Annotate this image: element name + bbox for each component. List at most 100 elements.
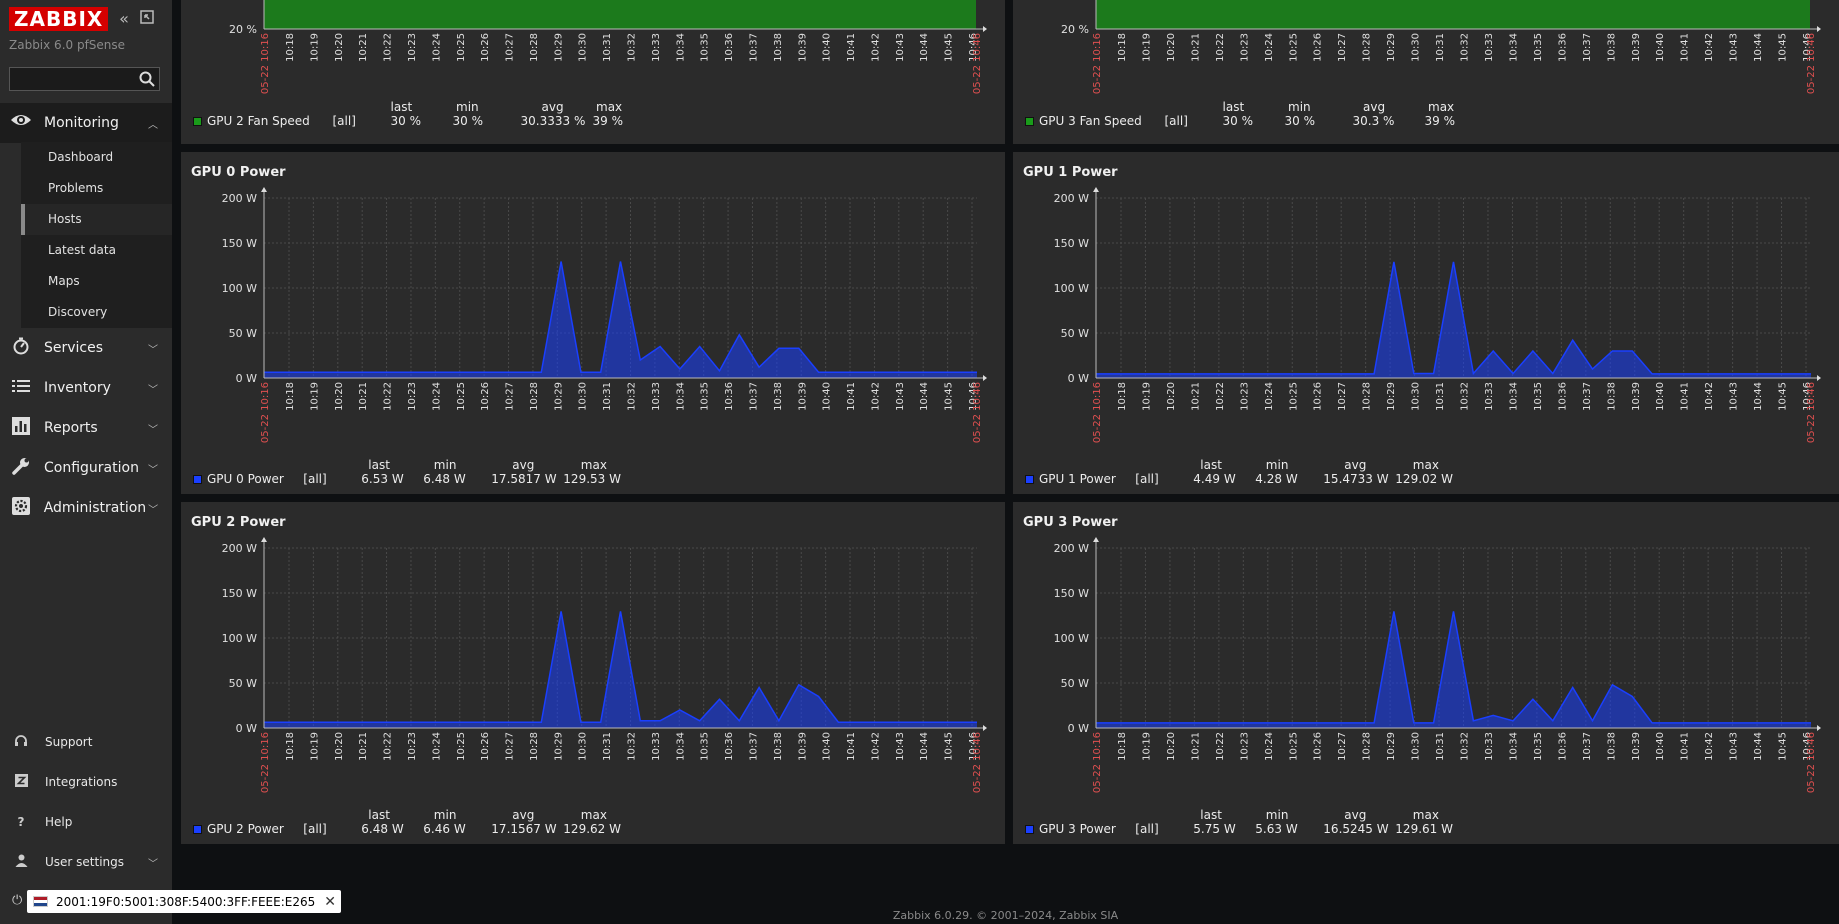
legend-last: 6.48 W — [361, 822, 404, 836]
x-tick-label: 10:25 — [1288, 732, 1299, 761]
x-tick-label: 10:46 — [1802, 382, 1813, 411]
menu-services[interactable]: Services ﹀ — [0, 328, 172, 368]
x-tick-label: 10:41 — [846, 732, 857, 761]
menu-label: Administration — [43, 500, 147, 516]
submenu-hosts[interactable]: Hosts — [21, 204, 172, 235]
x-tick-label: 10:32 — [627, 382, 638, 411]
x-tick-label: 10:45 — [1778, 382, 1789, 411]
x-tick-label: 10:25 — [456, 33, 467, 62]
x-tick-label: 10:26 — [480, 382, 491, 411]
x-tick-label: 10:41 — [1680, 33, 1691, 62]
x-tick-label: 10:19 — [1141, 732, 1152, 761]
legend-max: 39 % — [1424, 114, 1456, 128]
x-tick-label: 10:25 — [456, 382, 467, 411]
widget-title: GPU 1 Power — [1023, 165, 1118, 180]
eye-icon — [10, 112, 32, 134]
search-box — [9, 67, 160, 91]
graph-canvas[interactable]: 200 W 150 W 100 W 50 W 0 W05-22 10:16 10:18 10… — [181, 502, 1005, 844]
legend-header-max: max — [1412, 458, 1439, 472]
x-tick-label: 10:36 — [724, 382, 735, 411]
x-tick-label: 10:36 — [724, 732, 735, 761]
footer: Zabbix 6.0.29. © 2001–2024, Zabbix SIA — [892, 909, 1119, 922]
menu-support[interactable]: Support — [0, 722, 172, 762]
x-tick-label: 10:40 — [822, 732, 833, 761]
graph-canvas[interactable]: 200 W 150 W 100 W 50 W 0 W05-22 10:16 10:18 10… — [1013, 152, 1839, 494]
legend-header-max: max — [1428, 100, 1455, 114]
y-tick-label: 50 W — [1061, 327, 1089, 340]
submenu-discovery[interactable]: Discovery — [48, 305, 108, 319]
search-input[interactable] — [10, 68, 135, 90]
submenu-dashboard[interactable]: Dashboard — [48, 150, 114, 164]
legend-max: 129.02 W — [1395, 472, 1453, 486]
x-axis-arrow — [1817, 725, 1821, 731]
menu-user-settings[interactable]: User settings ﹀ — [0, 842, 172, 882]
legend-item: GPU 3 Power — [1025, 822, 1116, 836]
x-tick-label: 10:34 — [675, 732, 686, 761]
x-tick-label: 10:19 — [1141, 382, 1152, 411]
x-tick-label: 10:46 — [968, 382, 979, 411]
x-tick-label: 10:28 — [529, 382, 540, 411]
submenu-maps[interactable]: Maps — [48, 274, 80, 288]
submenu-latest-data[interactable]: Latest data — [48, 243, 116, 257]
legend-swatch — [193, 475, 202, 484]
x-tick-label: 10:24 — [1264, 33, 1275, 62]
graph-canvas[interactable]: 200 W 150 W 100 W 50 W 0 W05-22 10:16 10:18 10… — [181, 152, 1005, 494]
x-start-label: 05-22 10:16 — [1092, 33, 1103, 94]
collapse-sidebar-icon[interactable]: « — [119, 9, 129, 28]
series-line — [1096, 261, 1811, 376]
menu-inventory[interactable]: Inventory ﹀ — [0, 368, 172, 408]
menu-configuration[interactable]: Configuration ﹀ — [0, 448, 172, 488]
x-tick-label: 10:20 — [334, 382, 345, 411]
x-tick-label: 10:23 — [407, 33, 418, 62]
kiosk-mode-icon[interactable] — [138, 10, 156, 28]
graph-canvas[interactable]: 200 W 150 W 100 W 50 W 0 W05-22 10:16 10:18 10… — [1013, 502, 1839, 844]
menu-monitoring[interactable]: Monitoring ︿ — [0, 103, 172, 143]
legend-max: 129.53 W — [563, 472, 621, 486]
legend-scope: [all] — [332, 114, 356, 128]
y-tick-label: 100 W — [1054, 282, 1089, 295]
x-tick-label: 10:39 — [1631, 732, 1642, 761]
x-tick-label: 10:18 — [1117, 382, 1128, 411]
x-tick-label: 10:29 — [1386, 382, 1397, 411]
x-tick-label: 10:37 — [1582, 732, 1593, 761]
x-tick-label: 10:21 — [358, 33, 369, 62]
x-axis-arrow — [1817, 26, 1821, 32]
menu-integrations[interactable]: Integrations — [0, 762, 172, 802]
x-tick-label: 10:24 — [431, 33, 442, 62]
legend-series-name: GPU 2 Power — [207, 822, 284, 836]
legend-header-avg: avg — [1344, 458, 1367, 472]
chevron-down-icon: ﹀ — [148, 344, 158, 356]
legend-header-last: last — [368, 458, 390, 472]
x-end-label: 05-22 10:46 — [1806, 33, 1817, 94]
dashboard-content: 20 % 05-22 10:16 10:18 10:19 10:20 10:21 10:22… — [172, 0, 1839, 924]
menu-help[interactable]: ? Help — [0, 802, 172, 842]
x-tick-label: 10:43 — [895, 382, 906, 411]
menu-administration[interactable]: Administration ﹀ — [0, 488, 172, 528]
x-tick-label: 10:41 — [846, 382, 857, 411]
x-start-label: 05-22 10:16 — [260, 732, 271, 793]
graph-canvas[interactable]: 20 %05-22 10:16 10:18 10:19 10:20 10:21 10:22… — [181, 0, 1005, 144]
menu-label: Inventory — [44, 380, 111, 396]
server-name: Zabbix 6.0 pfSense — [9, 38, 126, 52]
x-tick-label: 10:37 — [748, 33, 759, 62]
x-tick-label: 10:21 — [1190, 33, 1201, 62]
menu-reports[interactable]: Reports ﹀ — [0, 408, 172, 448]
legend-header-max: max — [580, 458, 607, 472]
gear-icon — [10, 497, 32, 519]
sign-out-icon[interactable]: ⏻ — [12, 893, 23, 908]
search-icon[interactable] — [138, 70, 156, 88]
x-tick-label: 10:45 — [1778, 732, 1789, 761]
zabbix-logo[interactable]: ZABBIX — [9, 7, 109, 31]
graph-canvas[interactable]: 20 %05-22 10:16 10:18 10:19 10:20 10:21 10:22… — [1013, 0, 1839, 144]
close-icon[interactable]: ✕ — [324, 893, 336, 910]
series-line — [1096, 611, 1811, 724]
y-tick-label: 200 W — [222, 192, 257, 205]
submenu-problems[interactable]: Problems — [48, 181, 104, 195]
x-tick-label: 10:37 — [748, 732, 759, 761]
x-tick-label: 10:18 — [285, 732, 296, 761]
x-tick-label: 10:27 — [1337, 732, 1348, 761]
x-tick-label: 10:35 — [700, 382, 711, 411]
